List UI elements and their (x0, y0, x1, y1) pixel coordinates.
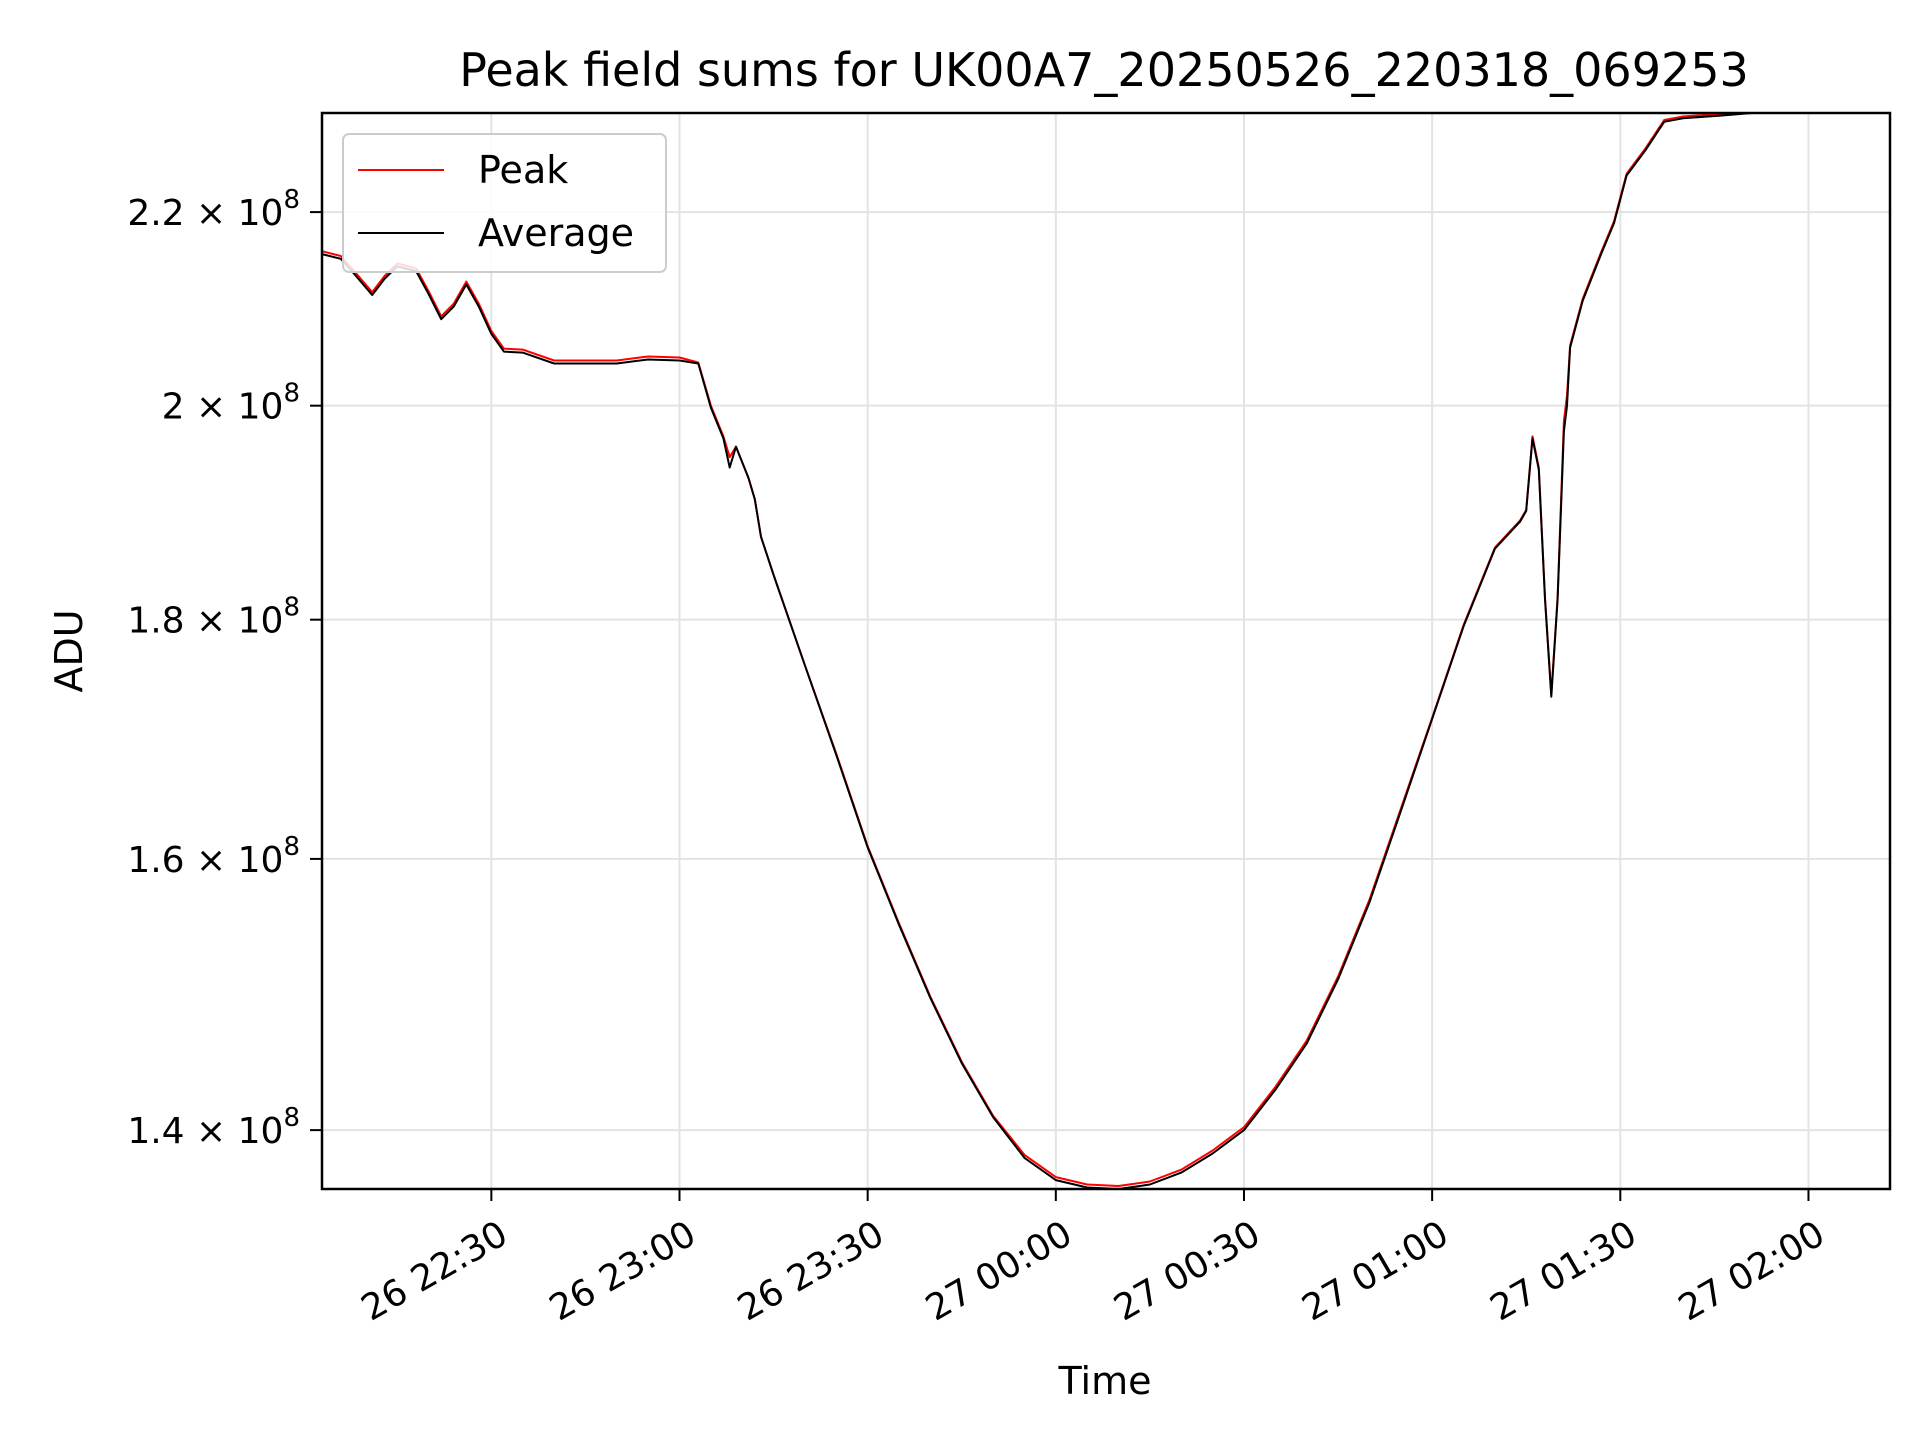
y-tick-exponent: 8 (283, 1103, 300, 1133)
y-tick-times: × (185, 387, 238, 428)
series-layer (321, 112, 1753, 1190)
y-tick-label: 2 × 108 (162, 379, 300, 428)
y-tick-base: 10 (238, 840, 284, 881)
y-tick-exponent: 8 (283, 832, 300, 862)
y-tick-times: × (185, 840, 238, 881)
series-line-average (321, 112, 1753, 1190)
y-tick-mantissa: 1.4 (127, 1111, 184, 1152)
legend-box (342, 133, 667, 273)
y-tick-mantissa: 1.8 (127, 601, 184, 642)
y-tick-times: × (185, 601, 238, 642)
legend-label-average: Average (478, 211, 634, 255)
y-tick-times: × (185, 1111, 238, 1152)
y-tick-exponent: 8 (283, 593, 300, 623)
y-tick-label: 1.4 × 108 (127, 1103, 300, 1152)
plot-area-frame (320, 111, 1892, 1191)
y-tick-base: 10 (238, 601, 284, 642)
y-tick-base: 10 (238, 193, 284, 234)
y-axis-label: ADU (47, 609, 91, 692)
x-axis-label: Time (1058, 1359, 1152, 1403)
y-tick-base: 10 (238, 387, 284, 428)
y-tick-base: 10 (238, 1111, 284, 1152)
y-tick-exponent: 8 (283, 379, 300, 409)
chart-title: Peak field sums for UK00A7_20250526_2203… (459, 43, 1749, 97)
y-tick-exponent: 8 (283, 185, 300, 215)
y-tick-times: × (185, 193, 238, 234)
y-tick-label: 2.2 × 108 (127, 185, 300, 234)
grid (322, 113, 1890, 1189)
y-tick-mantissa: 1.6 (127, 840, 184, 881)
y-tick-label: 1.8 × 108 (127, 593, 300, 642)
y-tick-mantissa: 2 (162, 387, 185, 428)
y-tick-mantissa: 2.2 (127, 193, 184, 234)
legend-label-peak: Peak (478, 148, 568, 192)
y-tick-label: 1.6 × 108 (127, 832, 300, 881)
legend: Peak Average (342, 133, 667, 273)
